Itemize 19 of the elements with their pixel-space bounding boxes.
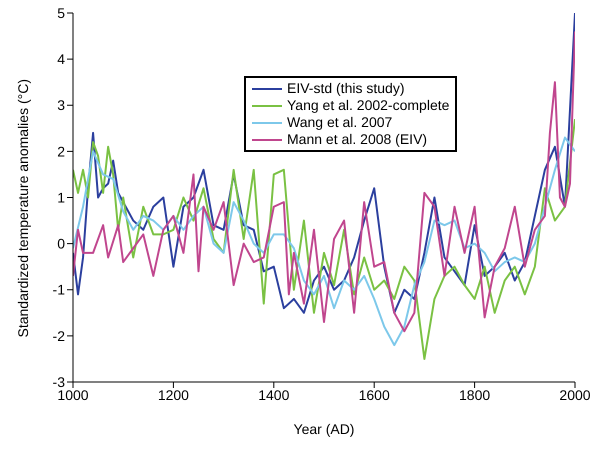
y-tick-label: 1 — [57, 189, 66, 206]
x-tick-label: 1400 — [258, 386, 290, 403]
x-tick-label: 1600 — [358, 386, 390, 403]
legend-label: EIV-std (this study) — [287, 80, 404, 97]
y-tick-label: -1 — [52, 282, 66, 298]
legend-label: Yang et al. 2002-complete — [287, 97, 450, 114]
y-tick-label: 0 — [57, 236, 66, 252]
y-tick-label: -2 — [52, 328, 66, 344]
y-axis-title: Standardized temperature anomalies (°C) — [14, 78, 31, 338]
y-tick-label: 5 — [57, 4, 66, 21]
x-axis-title: Year (AD) — [294, 421, 354, 437]
x-tick-label: 2000 — [559, 386, 591, 403]
x-tick-label: 1800 — [459, 386, 490, 403]
y-tick-label: 3 — [57, 97, 66, 114]
legend-label: Wang et al. 2007 — [287, 114, 392, 131]
x-tick-label: 1200 — [158, 386, 190, 403]
y-tick-label: 4 — [57, 51, 66, 68]
legend-label: Mann et al. 2008 (EIV) — [287, 131, 428, 148]
y-tick-label: 2 — [57, 143, 66, 160]
